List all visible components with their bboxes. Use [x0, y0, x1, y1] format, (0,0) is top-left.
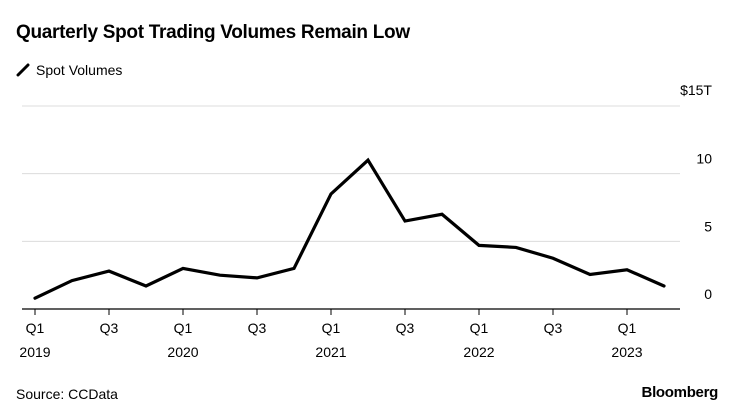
legend: Spot Volumes — [16, 62, 122, 78]
x-tick-year-label: 2019 — [19, 344, 50, 360]
y-tick-label: 10 — [696, 151, 712, 167]
x-tick-label: Q3 — [100, 320, 119, 336]
x-tick-label: Q1 — [618, 320, 637, 336]
x-tick-label: Q1 — [26, 320, 45, 336]
legend-line-icon — [16, 63, 30, 77]
x-tick-label: Q1 — [470, 320, 489, 336]
x-tick-year-label: 2023 — [611, 344, 642, 360]
x-tick-label: Q3 — [544, 320, 563, 336]
x-tick-year-label: 2020 — [167, 344, 198, 360]
x-tick-year-label: 2022 — [463, 344, 494, 360]
x-tick-label: Q3 — [248, 320, 267, 336]
y-tick-label: 5 — [704, 218, 712, 234]
source-note: Source: CCData — [16, 386, 118, 402]
x-tick-year-label: 2021 — [315, 344, 346, 360]
x-tick-label: Q3 — [396, 320, 415, 336]
x-tick-label: Q1 — [174, 320, 193, 336]
bloomberg-logo: Bloomberg — [641, 384, 719, 401]
y-tick-label: $15T — [680, 82, 712, 98]
chart-title: Quarterly Spot Trading Volumes Remain Lo… — [16, 22, 410, 43]
y-tick-label: 0 — [704, 286, 712, 302]
x-tick-label: Q1 — [322, 320, 341, 336]
series-line-spot-volumes — [33, 157, 666, 300]
legend-label: Spot Volumes — [36, 62, 123, 78]
